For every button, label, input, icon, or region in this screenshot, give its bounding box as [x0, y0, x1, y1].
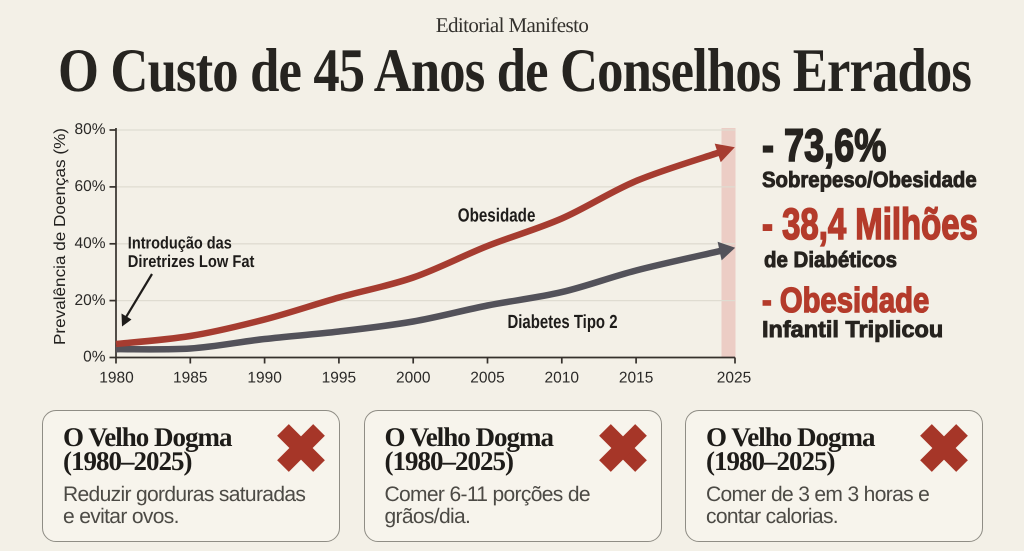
svg-text:20%: 20% — [74, 292, 105, 309]
svg-text:1980: 1980 — [99, 370, 134, 387]
svg-text:Obesidade: Obesidade — [458, 206, 536, 227]
svg-text:Diabetes Tipo 2: Diabetes Tipo 2 — [508, 312, 618, 333]
svg-text:Prevalência de Doenças (%): Prevalência de Doenças (%) — [52, 128, 69, 345]
svg-text:Diretrizes Low Fat: Diretrizes Low Fat — [128, 252, 255, 271]
svg-text:2015: 2015 — [619, 370, 653, 387]
svg-text:0%: 0% — [83, 349, 106, 366]
svg-text:1985: 1985 — [173, 370, 207, 387]
svg-text:1995: 1995 — [322, 370, 356, 387]
svg-text:2025: 2025 — [717, 370, 751, 387]
svg-text:1990: 1990 — [247, 370, 282, 387]
svg-text:2000: 2000 — [396, 370, 431, 387]
svg-text:80%: 80% — [74, 121, 105, 138]
svg-text:2005: 2005 — [470, 370, 504, 387]
svg-text:Introdução das: Introdução das — [128, 233, 232, 252]
svg-text:40%: 40% — [74, 235, 105, 252]
svg-text:60%: 60% — [74, 178, 105, 195]
svg-text:2010: 2010 — [545, 370, 580, 387]
